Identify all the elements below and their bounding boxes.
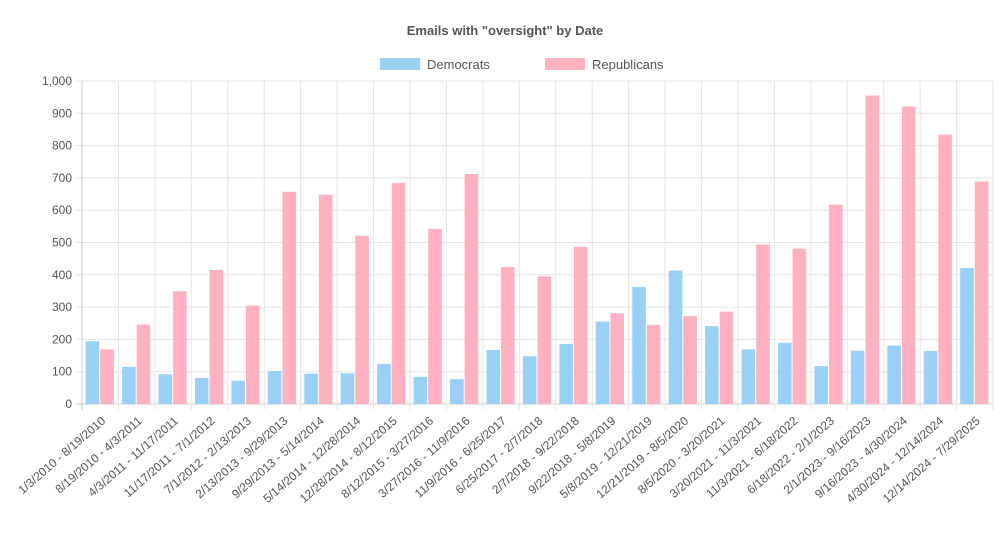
legend-label: Republicans [592, 57, 664, 72]
bar-democrats[interactable] [486, 350, 501, 404]
legend-swatch [545, 58, 585, 70]
y-tick-label: 800 [52, 139, 72, 153]
bar-democrats[interactable] [450, 379, 464, 404]
bar-democrats[interactable] [595, 321, 610, 404]
y-tick-label: 400 [52, 268, 72, 282]
bar-democrats[interactable] [158, 374, 173, 404]
bars [85, 95, 989, 405]
y-tick-label: 0 [65, 397, 72, 411]
bar-republicans[interactable] [428, 228, 442, 404]
bar-democrats[interactable] [231, 380, 245, 404]
bar-democrats[interactable] [705, 326, 719, 404]
y-axis: 0 100 200 300 400 500 600 700 800 900 1,000 [42, 74, 72, 411]
bar-democrats[interactable] [304, 373, 318, 404]
bar-republicans[interactable] [318, 194, 333, 404]
legend-item-democrats[interactable]: Democrats [380, 57, 490, 72]
legend-label: Democrats [427, 57, 490, 72]
bar-democrats[interactable] [85, 341, 100, 404]
legend-swatch [380, 58, 420, 70]
bar-democrats[interactable] [960, 268, 974, 404]
bar-democrats[interactable] [413, 376, 428, 404]
bar-republicans[interactable] [537, 276, 552, 404]
bar-republicans[interactable] [391, 183, 406, 404]
bar-republicans[interactable] [100, 349, 114, 404]
bar-democrats[interactable] [923, 351, 938, 404]
bar-republicans[interactable] [136, 324, 151, 404]
y-tick-label: 500 [52, 236, 72, 250]
bar-republicans[interactable] [938, 134, 952, 405]
bar-republicans[interactable] [610, 313, 624, 404]
y-tick-label: 1,000 [42, 74, 72, 88]
gridlines [76, 80, 994, 410]
bar-republicans[interactable] [501, 267, 515, 404]
bar-republicans[interactable] [792, 248, 807, 404]
legend-item-republicans[interactable]: Republicans [545, 57, 664, 72]
bar-democrats[interactable] [267, 371, 282, 404]
bar-republicans[interactable] [974, 181, 989, 404]
y-tick-label: 100 [52, 365, 72, 379]
bar-democrats[interactable] [632, 287, 646, 404]
bar-republicans[interactable] [756, 244, 770, 404]
bar-republicans[interactable] [282, 191, 296, 404]
bar-democrats[interactable] [522, 356, 537, 404]
bar-republicans[interactable] [464, 174, 479, 404]
bar-democrats[interactable] [377, 363, 391, 404]
bar-republicans[interactable] [173, 291, 187, 404]
chart-title: Emails with "oversight" by Date [407, 23, 604, 38]
bar-democrats[interactable] [850, 350, 865, 404]
bar-republicans[interactable] [209, 269, 224, 404]
bar-democrats[interactable] [814, 366, 829, 404]
y-tick-label: 700 [52, 171, 72, 185]
y-tick-label: 600 [52, 203, 72, 217]
bar-democrats[interactable] [559, 343, 573, 404]
bar-republicans[interactable] [573, 246, 588, 404]
bar-democrats[interactable] [668, 270, 683, 404]
bar-democrats[interactable] [340, 373, 355, 404]
bar-republicans[interactable] [355, 235, 369, 404]
y-tick-label: 300 [52, 300, 72, 314]
bar-democrats[interactable] [741, 349, 756, 404]
y-tick-label: 200 [52, 332, 72, 346]
bar-democrats[interactable] [887, 345, 901, 404]
bar-democrats[interactable] [778, 342, 792, 404]
bar-republicans[interactable] [829, 204, 843, 404]
bar-democrats[interactable] [122, 366, 136, 404]
bar-republicans[interactable] [719, 311, 734, 404]
bar-republicans[interactable] [245, 305, 260, 404]
bar-republicans[interactable] [683, 316, 697, 404]
y-tick-label: 900 [52, 106, 72, 120]
bar-democrats[interactable] [194, 377, 209, 404]
bar-republicans[interactable] [865, 95, 880, 404]
legend: Democrats Republicans [380, 57, 664, 72]
bar-republicans[interactable] [901, 106, 916, 404]
bar-republicans[interactable] [646, 324, 661, 404]
